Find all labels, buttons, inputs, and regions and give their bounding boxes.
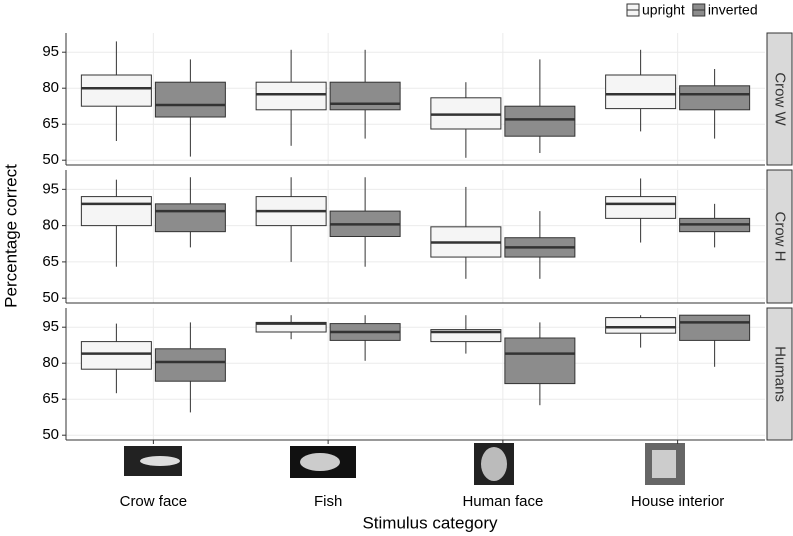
fish-body [300,453,340,471]
box [605,196,677,219]
x-tick-label: House interior [631,493,724,510]
x-tick-label: Crow face [120,493,188,510]
y-tick-label: 65 [42,390,59,407]
facet-label: Humans [772,346,789,402]
box [329,81,401,111]
panel [66,170,765,303]
y-tick-label: 80 [42,354,59,371]
x-tick-label: Fish [314,493,342,510]
y-tick-label: 95 [42,180,59,197]
thumbnails [124,443,685,485]
box [154,348,226,382]
box [679,85,751,111]
facet-label: Crow W [772,72,789,126]
y-tick-label: 80 [42,79,59,96]
box [255,81,327,111]
box [679,314,751,341]
y-tick-label: 95 [42,43,59,60]
y-tick-label: 50 [42,426,59,443]
box [154,81,226,118]
box [504,105,576,137]
y-tick-label: 50 [42,151,59,168]
legend-label: upright [642,2,685,18]
box [605,317,677,334]
y-axis-title: Percentage correct [1,164,20,308]
facet-strip [766,32,793,166]
y-tick-label: 65 [42,115,59,132]
x-tick-label: Human face [462,493,543,510]
x-axis-title: Stimulus category [362,513,498,532]
box [504,337,576,385]
legend-label: inverted [708,2,758,18]
box [80,341,152,370]
y-tick-label: 65 [42,253,59,270]
facet-strip [766,169,793,304]
beak [140,456,180,466]
facet-label: Crow H [772,211,789,261]
box [154,203,226,233]
y-tick-label: 50 [42,289,59,306]
box [80,196,152,227]
facet-strip [766,307,793,441]
house-detail [652,450,676,478]
y-tick-label: 95 [42,318,59,335]
y-tick-label: 80 [42,217,59,234]
face [481,447,507,481]
box [80,74,152,107]
box [605,74,677,110]
